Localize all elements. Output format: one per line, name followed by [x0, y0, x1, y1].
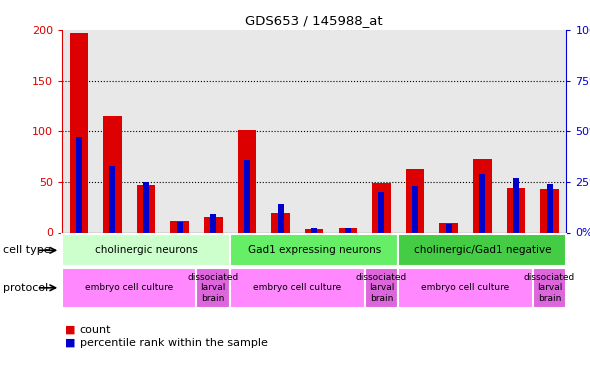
Bar — [540, 189, 559, 232]
Text: embryo cell culture: embryo cell culture — [421, 284, 510, 292]
Bar — [238, 130, 256, 232]
Bar — [445, 224, 452, 232]
Bar — [305, 230, 323, 232]
Text: cholinergic/Gad1 negative: cholinergic/Gad1 negative — [414, 245, 551, 255]
Bar — [365, 268, 398, 308]
Bar — [398, 234, 566, 266]
Text: ■: ■ — [65, 325, 76, 335]
Bar — [546, 184, 553, 232]
Text: Gad1 expressing neurons: Gad1 expressing neurons — [248, 245, 381, 255]
Text: embryo cell culture: embryo cell culture — [253, 284, 342, 292]
Bar — [109, 166, 116, 232]
Bar — [479, 174, 486, 232]
Title: GDS653 / 145988_at: GDS653 / 145988_at — [245, 15, 383, 27]
Bar — [62, 268, 196, 308]
Text: dissociated
larval
brain: dissociated larval brain — [188, 273, 239, 303]
Bar — [244, 160, 250, 232]
Bar — [406, 169, 424, 232]
Bar — [271, 213, 290, 232]
Text: dissociated
larval
brain: dissociated larval brain — [524, 273, 575, 303]
Text: dissociated
larval
brain: dissociated larval brain — [356, 273, 407, 303]
Bar — [70, 33, 88, 232]
Bar — [143, 182, 149, 232]
Bar — [311, 228, 317, 232]
Bar — [372, 183, 391, 232]
Bar — [204, 217, 222, 232]
Bar — [196, 268, 230, 308]
Bar — [176, 222, 183, 232]
Bar — [171, 221, 189, 232]
Bar — [507, 188, 525, 232]
Text: cholinergic neurons: cholinergic neurons — [94, 245, 198, 255]
Text: embryo cell culture: embryo cell culture — [85, 284, 173, 292]
Bar — [412, 186, 418, 232]
Bar — [230, 234, 398, 266]
Bar — [277, 204, 284, 232]
Bar — [339, 228, 357, 232]
Text: cell type: cell type — [3, 245, 51, 255]
Bar — [440, 224, 458, 232]
Bar — [230, 268, 365, 308]
Bar — [473, 159, 491, 232]
Bar — [76, 137, 82, 232]
Bar — [137, 185, 155, 232]
Text: ■: ■ — [65, 338, 76, 348]
Bar — [513, 178, 519, 232]
Bar — [103, 116, 122, 232]
Text: protocol: protocol — [3, 283, 48, 293]
Bar — [345, 228, 351, 232]
Text: percentile rank within the sample: percentile rank within the sample — [80, 338, 267, 348]
Text: count: count — [80, 325, 111, 335]
Bar — [210, 214, 217, 232]
Bar — [533, 268, 566, 308]
Bar — [62, 234, 230, 266]
Bar — [398, 268, 533, 308]
Bar — [378, 192, 385, 232]
